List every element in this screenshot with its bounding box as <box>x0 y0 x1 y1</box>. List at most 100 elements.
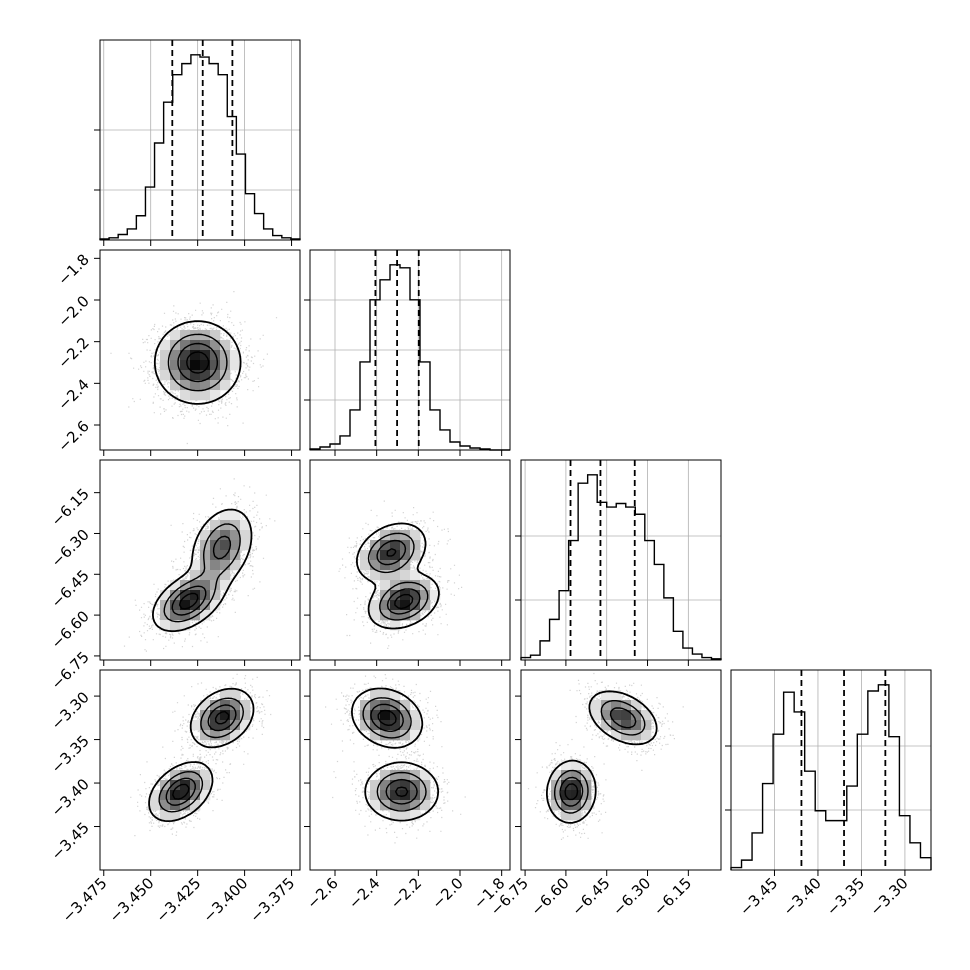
density-cell <box>170 610 181 621</box>
density-cell <box>410 570 421 581</box>
density-cell <box>160 350 171 361</box>
density-cell <box>240 720 251 731</box>
density-cell <box>380 730 391 741</box>
density-cell <box>370 800 381 811</box>
x-tick-label: −3.45 <box>736 874 781 919</box>
x-tick-label: −3.475 <box>59 874 111 926</box>
density-cell <box>380 780 391 791</box>
density-cell <box>380 770 391 781</box>
panel-content <box>338 500 463 649</box>
histogram-step <box>520 474 722 660</box>
x-tick-label: −3.400 <box>199 874 251 926</box>
y-tick-label: −6.30 <box>48 526 93 571</box>
density-cell <box>160 800 171 811</box>
density-cell <box>230 350 241 361</box>
density-cell <box>190 560 201 571</box>
density-cell <box>390 590 401 601</box>
density-cell <box>210 370 221 381</box>
density-cell <box>561 760 572 771</box>
x-tick-label: −2.0 <box>428 874 466 912</box>
density-cell <box>200 720 211 731</box>
density-cell <box>400 600 411 611</box>
density-cell <box>230 730 241 741</box>
density-cell <box>380 550 391 561</box>
contour-line <box>178 592 199 610</box>
density-cell <box>190 350 201 361</box>
density-cell <box>551 790 562 801</box>
density-cell <box>180 340 191 351</box>
density-cell <box>220 570 231 581</box>
panel-frame <box>99 669 301 871</box>
density-cell <box>190 800 201 811</box>
density-cell <box>180 330 191 341</box>
x-tick-label: −3.450 <box>106 874 158 926</box>
density-cell <box>410 590 421 601</box>
density-cell <box>390 610 401 621</box>
density-cell <box>210 720 221 731</box>
panel-frame <box>520 459 722 661</box>
density-cell <box>200 730 211 741</box>
density-cell <box>370 600 381 611</box>
density-cell <box>240 540 251 551</box>
density-cell <box>410 720 421 731</box>
density-cell <box>160 790 171 801</box>
density-cell <box>400 710 411 721</box>
density-cell <box>200 530 211 541</box>
density-cell <box>400 580 411 591</box>
density-cell <box>611 720 622 731</box>
x-tick-label: −3.375 <box>246 874 298 926</box>
x-tick-label: −2.6 <box>303 874 341 912</box>
density-cell <box>190 340 201 351</box>
density-cell <box>561 770 572 781</box>
density-cell <box>210 700 221 711</box>
density-cell <box>210 580 221 591</box>
density-cell <box>370 610 381 621</box>
density-cell <box>420 580 431 591</box>
density-cell <box>380 690 391 701</box>
histogram-panel-1 <box>304 249 511 451</box>
density-cell <box>230 520 241 531</box>
histogram-panel-0 <box>94 39 301 241</box>
y-tick-label: −1.8 <box>54 250 92 288</box>
density-cell <box>561 810 572 821</box>
density-cell <box>180 380 191 391</box>
density-cell <box>210 530 221 541</box>
x-tick-label: −6.30 <box>609 874 654 919</box>
density-cell <box>190 330 201 341</box>
density-cell <box>230 560 241 571</box>
density-cell <box>410 580 421 591</box>
x-tick-label: −6.15 <box>650 874 695 919</box>
contour-line <box>554 700 646 814</box>
density-cell <box>240 710 251 721</box>
density-cell <box>380 700 391 711</box>
scatter-panel-3-0 <box>99 669 301 871</box>
density-cell <box>561 780 572 791</box>
contour-line <box>362 697 427 812</box>
density-cell <box>380 530 391 541</box>
density-cell <box>200 390 211 401</box>
panel-frame <box>309 249 511 451</box>
density-cell <box>240 530 251 541</box>
y-tick-label: −2.2 <box>54 334 92 372</box>
density-cell <box>170 350 181 361</box>
density-cell <box>410 710 421 721</box>
density-cell <box>210 570 221 581</box>
density-cell <box>200 790 211 801</box>
density-cell <box>410 530 421 541</box>
density-cell <box>400 770 411 781</box>
density-cell <box>150 790 161 801</box>
density-cell <box>210 360 221 371</box>
x-tick-label: −3.425 <box>152 874 204 926</box>
density-cell <box>220 720 231 731</box>
panel-content <box>527 672 684 840</box>
contour-line <box>158 697 244 813</box>
y-tick-label: −2.0 <box>54 292 92 330</box>
scatter-panel-2-0 <box>99 459 301 661</box>
density-cell <box>170 790 181 801</box>
panel-content <box>325 674 466 844</box>
density-cell <box>400 810 411 821</box>
density-cell <box>210 710 221 721</box>
density-cell <box>370 570 381 581</box>
density-cell <box>200 600 211 611</box>
density-cell <box>591 700 602 711</box>
